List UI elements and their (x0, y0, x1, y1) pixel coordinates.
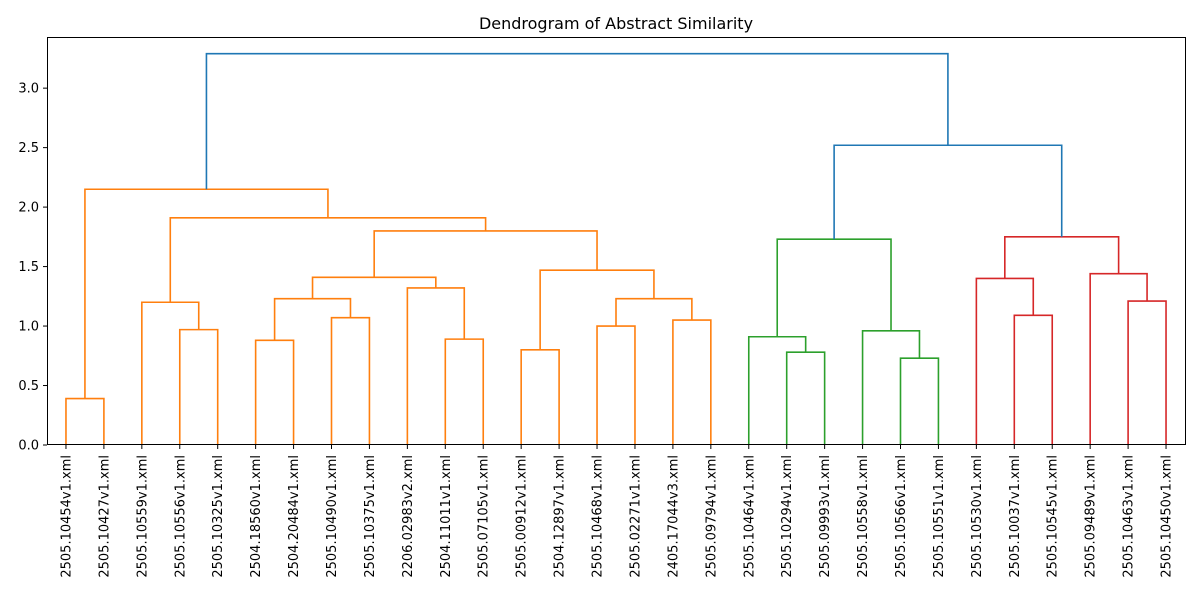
dendrogram-link-21 (776, 238, 892, 337)
dendrogram-link-27 (833, 144, 1063, 240)
leaf-label-8: 2505.10375v1.xml (363, 455, 378, 578)
dendrogram-link-12 (615, 297, 693, 327)
leaf-label-13: 2504.12897v1.xml (553, 455, 568, 578)
dendrogram-link-5 (273, 297, 352, 341)
dendrogram-link-20 (861, 330, 921, 445)
dendrogram-link-26 (1004, 236, 1120, 279)
y-tick-label-4: 2.0 (18, 201, 39, 216)
leaf-label-19: 2505.10294v1.xml (780, 455, 795, 578)
leaf-label-14: 2505.10468v1.xml (591, 455, 606, 578)
leaf-label-22: 2505.10566v1.xml (894, 455, 909, 578)
dendrogram-link-8 (311, 276, 437, 299)
dendrogram-link-22 (1013, 314, 1054, 445)
leaf-label-11: 2505.07105v1.xml (477, 455, 492, 578)
leaf-label-24: 2505.10530v1.xml (970, 455, 985, 578)
leaf-label-17: 2505.09794v1.xml (704, 455, 719, 578)
chart-title: Dendrogram of Abstract Similarity (479, 14, 753, 33)
dendrogram-link-6 (444, 338, 485, 445)
y-tick-label-5: 2.5 (18, 141, 39, 156)
y-tick-label-0: 0.0 (18, 439, 39, 454)
leaf-label-26: 2505.10545v1.xml (1046, 455, 1061, 578)
dendrogram-link-2 (141, 301, 200, 445)
leaf-label-21: 2505.10558v1.xml (856, 455, 871, 578)
plot-frame (47, 37, 1186, 445)
leaf-label-2: 2505.10559v1.xml (135, 455, 150, 578)
leaf-label-10: 2504.11011v1.xml (439, 455, 454, 578)
dendrogram-link-24 (1127, 300, 1167, 445)
leaf-label-3: 2505.10556v1.xml (173, 455, 188, 578)
x-axis: 2505.10454v1.xml 2505.10427v1.xml 2505.105… (59, 445, 1175, 578)
leaf-label-29: 2505.10450v1.xml (1160, 455, 1175, 578)
dendrogram-link-1 (178, 328, 219, 445)
y-tick-label-2: 1.0 (18, 320, 39, 335)
leaf-label-6: 2504.20484v1.xml (287, 455, 302, 578)
dendrogram-link-28 (205, 52, 949, 190)
dendrogram-link-4 (330, 316, 371, 445)
dendrogram-link-16 (84, 188, 329, 399)
dendrogram-link-7 (406, 287, 466, 445)
y-tick-label-3: 1.5 (18, 260, 39, 275)
leaf-label-0: 2505.10454v1.xml (59, 455, 74, 578)
y-tick-label-1: 0.5 (18, 379, 39, 394)
leaf-label-25: 2505.10037v1.xml (1008, 455, 1023, 578)
leaf-label-12: 2505.00912v1.xml (515, 455, 530, 578)
dendrogram-link-19 (899, 357, 940, 445)
dendrogram-link-3 (254, 339, 295, 445)
leaf-label-23: 2505.10551v1.xml (932, 455, 947, 578)
leaf-label-5: 2504.18560v1.xml (249, 455, 264, 578)
dendrogram-link-10 (596, 325, 636, 445)
dendrogram-links (65, 52, 1167, 445)
dendrogram-link-25 (1089, 272, 1148, 445)
leaf-label-16: 2405.17044v3.xml (666, 455, 681, 578)
dendrogram-link-0 (65, 397, 105, 445)
dendrogram-link-11 (672, 319, 712, 445)
leaf-label-18: 2505.10464v1.xml (742, 455, 757, 578)
leaf-label-4: 2505.10325v1.xml (211, 455, 226, 578)
leaf-label-9: 2206.02983v2.xml (401, 455, 416, 578)
dendrogram-link-13 (539, 269, 655, 350)
leaf-label-7: 2505.10490v1.xml (325, 455, 340, 578)
dendrogram-link-23 (975, 277, 1035, 445)
leaf-label-1: 2505.10427v1.xml (97, 455, 112, 578)
leaf-label-15: 2505.02271v1.xml (628, 455, 643, 578)
leaf-label-27: 2505.09489v1.xml (1084, 455, 1099, 578)
dendrogram-link-17 (785, 351, 826, 445)
y-axis: 0.0 0.5 1.0 1.5 2.0 2.5 3.0 (18, 82, 47, 454)
dendrogram-link-15 (169, 217, 487, 303)
leaf-label-28: 2505.10463v1.xml (1122, 455, 1137, 578)
leaf-label-20: 2505.09993v1.xml (818, 455, 833, 578)
y-tick-label-6: 3.0 (18, 82, 39, 97)
dendrogram-link-9 (520, 349, 560, 445)
